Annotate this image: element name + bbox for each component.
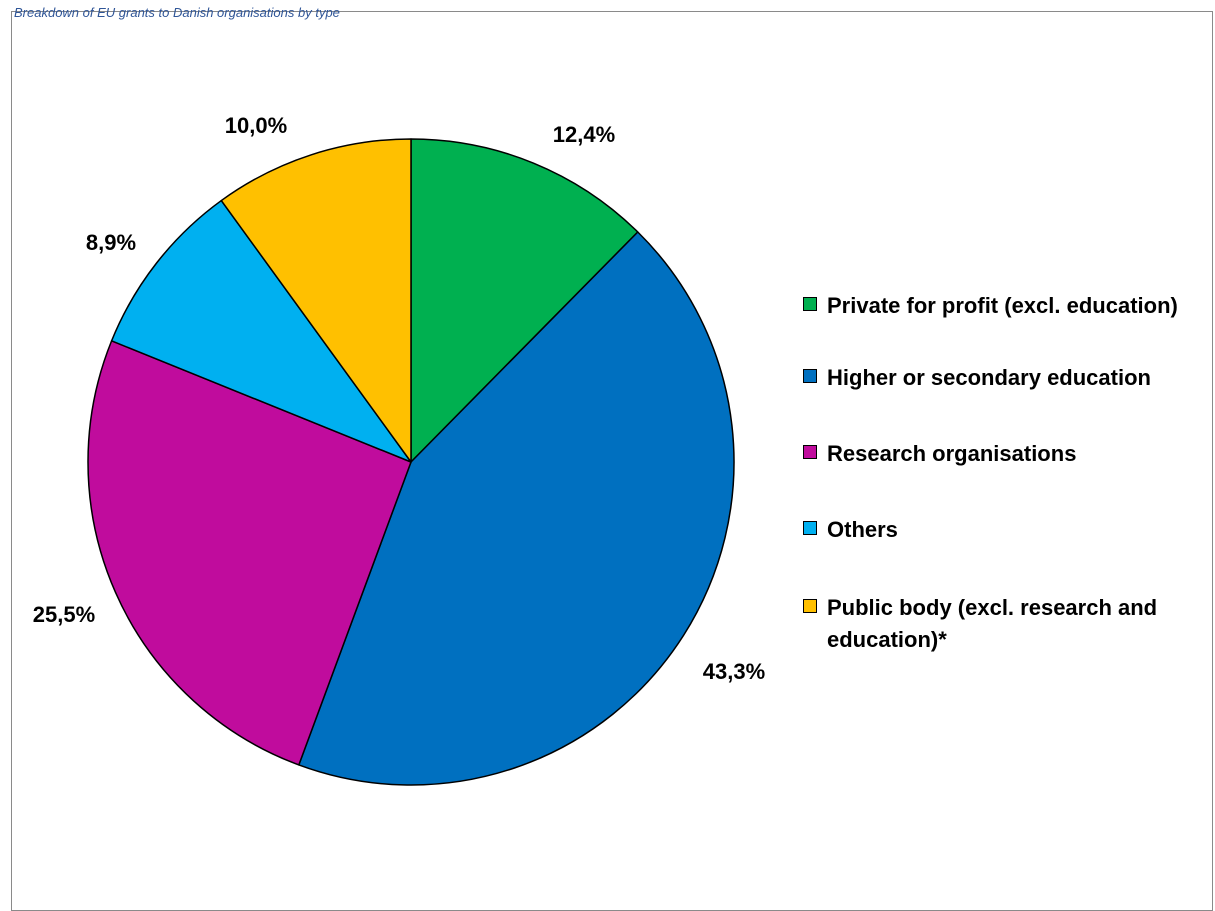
pie-slice [410,138,639,463]
legend-label: Private for profit (excl. education) [827,293,1178,318]
legend-label: Public body (excl. research and educatio… [827,595,1158,652]
pie-data-labels: 12,4% 43,3% 25,5% 8,9% 10,0% [33,113,765,684]
legend-label: Research organisations [827,441,1077,466]
pie-slice [87,340,412,766]
legend-label: Others [827,517,898,542]
pie-data-label: 10,0% [225,113,287,138]
chart-frame: Breakdown of EU grants to Danish organis… [11,6,1213,911]
legend-swatch [803,297,817,311]
pie-chart: 12,4% 43,3% 25,5% 8,9% 10,0% [33,113,765,786]
chart-caption: Breakdown of EU grants to Danish organis… [14,5,340,20]
pie-data-label: 12,4% [553,122,615,147]
pie-slice [110,199,412,463]
legend-swatch [803,599,817,613]
legend-swatch [803,369,817,383]
pie-data-label: 43,3% [703,659,765,684]
pie-slice [298,231,735,786]
legend-swatch [803,445,817,459]
pie-data-label: 25,5% [33,602,95,627]
pie-slice [220,138,412,463]
pie-slices [87,138,735,786]
legend-label: Higher or secondary education [827,365,1151,390]
pie-data-label: 8,9% [86,230,136,255]
legend-swatch [803,521,817,535]
